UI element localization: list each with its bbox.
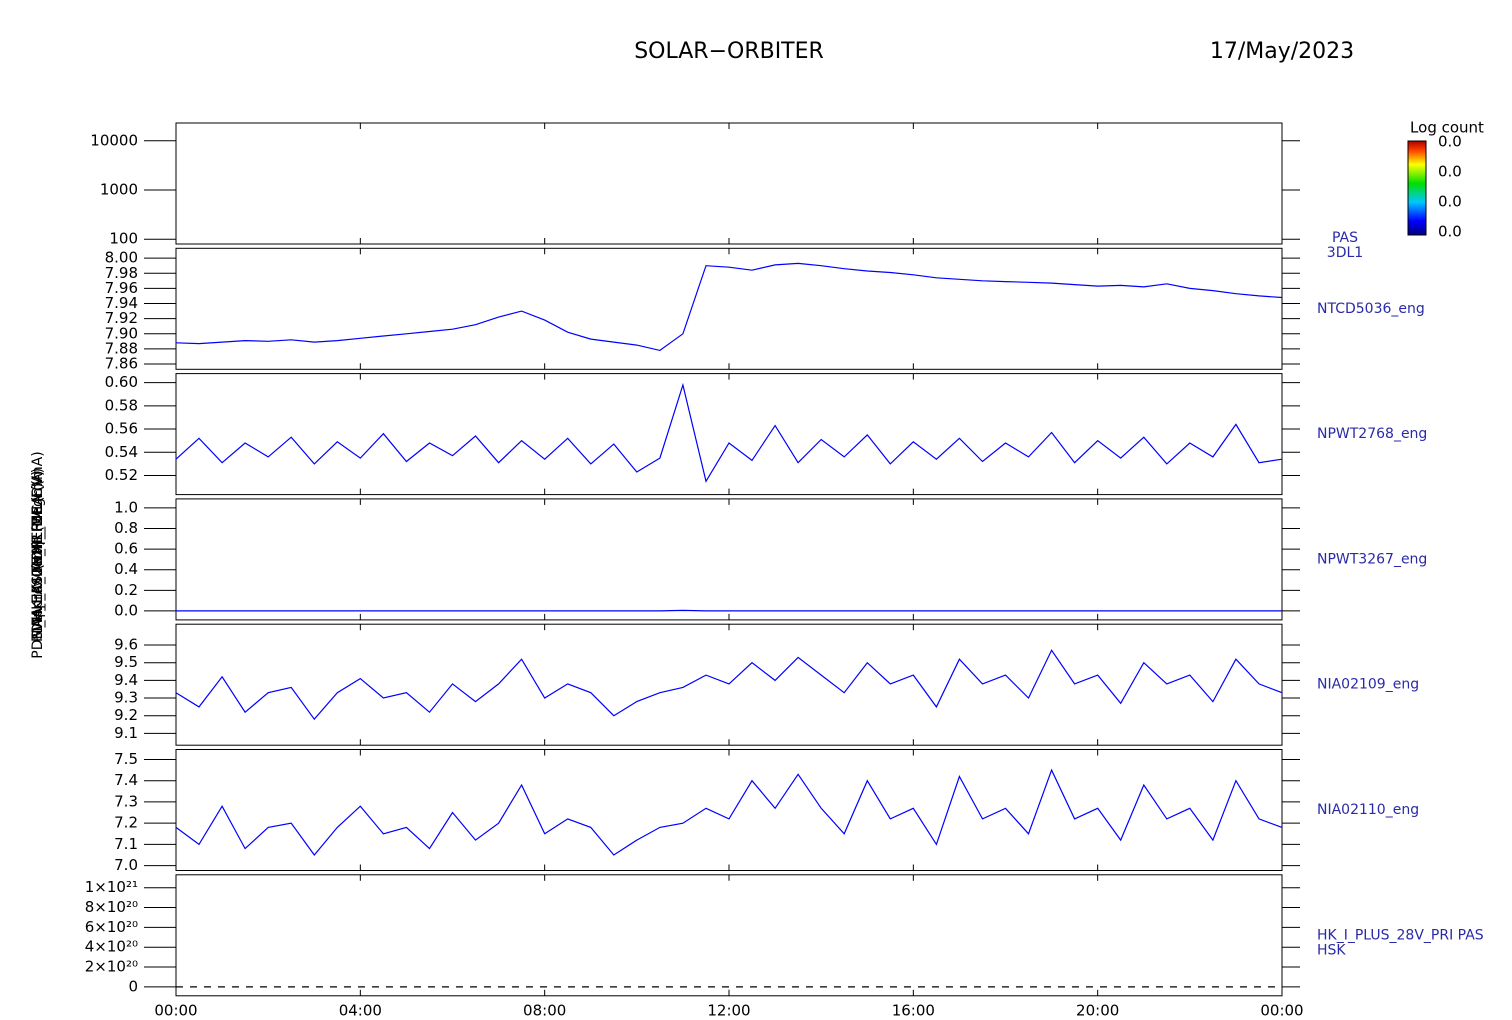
panel-frame: [175, 247, 1283, 370]
y-axis-label: SWA-EAS2 THR_MCA (V): [30, 470, 46, 639]
colorbar-label: Log count: [1410, 119, 1484, 137]
y-tick-label: 0.0: [114, 601, 138, 619]
side-label: NPWT3267_eng: [1317, 551, 1427, 567]
y-tick-label: 1.0: [114, 498, 138, 516]
data-line: [175, 382, 1283, 483]
y-tick-label: 0.56: [105, 420, 138, 438]
colorbar-tick: 0.0: [1438, 163, 1462, 181]
panel-frame: [175, 498, 1283, 621]
panel-frame: [175, 623, 1283, 746]
colorbar-tick: 0.0: [1438, 193, 1462, 211]
side-label: NPWT2768_eng: [1317, 426, 1427, 442]
y-tick-label: 100: [109, 230, 138, 248]
y-tick-label: 9.4: [114, 671, 138, 689]
y-tick-label: 8.00: [105, 249, 138, 267]
y-tick-label: 9.6: [114, 636, 138, 654]
y-tick-label: 9.2: [114, 706, 138, 724]
x-tick-label: 20:00: [1076, 1001, 1119, 1019]
data-line: [175, 768, 1283, 856]
y-tick-label: 0.6: [114, 540, 138, 558]
y-tick-label: 2×10²⁰: [85, 958, 138, 976]
y-tick-label: 7.98: [105, 264, 138, 282]
y-tick-label: 0.60: [105, 373, 138, 391]
y-tick-label: 0.2: [114, 581, 138, 599]
y-tick-label: 1000: [100, 181, 138, 199]
y-axis-label: (nA): [30, 540, 46, 569]
y-axis-label: Approx Temp (DegC): [30, 483, 46, 627]
x-tick-label: 00:00: [1260, 1001, 1303, 1019]
y-tick-label: 7.94: [105, 294, 138, 312]
y-axis-label: PDM_HK_IMON_FEE (mA): [30, 468, 46, 642]
y-tick-label: 7.5: [114, 750, 138, 768]
x-tick-label: 08:00: [523, 1001, 566, 1019]
y-tick-label: 7.4: [114, 771, 138, 789]
side-label: NIA02110_eng: [1317, 802, 1419, 818]
x-tick-label: 00:00: [154, 1001, 197, 1019]
colorbar-tick: 0.0: [1438, 133, 1462, 151]
y-tick-label: 7.3: [114, 792, 138, 810]
y-tick-label: 6×10²⁰: [85, 918, 138, 936]
side-label: HK_I_PLUS_28V_PRI PAS: [1317, 927, 1484, 943]
data-line: [176, 609, 1282, 612]
y-tick-label: 7.88: [105, 339, 138, 357]
side-label: 3DL1: [1327, 245, 1363, 261]
y-tick-label: 4×10²⁰: [85, 938, 138, 956]
y-tick-label: 7.86: [105, 355, 138, 373]
y-tick-label: 10000: [90, 131, 138, 149]
side-label: NIA02109_eng: [1317, 677, 1419, 693]
y-tick-label: 7.90: [105, 324, 138, 342]
y-tick-label: 8×10²⁰: [85, 898, 138, 916]
y-tick-label: 0.54: [105, 443, 138, 461]
data-line: [175, 649, 1283, 721]
y-tick-label: 9.1: [114, 724, 138, 742]
y-tick-label: 7.92: [105, 309, 138, 327]
y-tick-label: 7.1: [114, 835, 138, 853]
data-line: [175, 262, 1283, 352]
x-tick-label: 04:00: [339, 1001, 382, 1019]
side-label: PAS: [1332, 230, 1358, 246]
y-tick-label: 0.4: [114, 560, 138, 578]
date: 17/May/2023: [1210, 39, 1354, 64]
y-tick-label: 7.96: [105, 279, 138, 297]
panel-frame: [175, 749, 1283, 871]
panel-frame: [175, 373, 1283, 496]
y-tick-label: 9.3: [114, 689, 138, 707]
y-axis-label: SWA-EAS1 THR_MCA (V): [30, 470, 46, 639]
colorbar-tick: 0.0: [1438, 223, 1462, 241]
y-tick-label: 0.52: [105, 466, 138, 484]
y-tick-label: 0.58: [105, 396, 138, 414]
x-tick-label: 12:00: [707, 1001, 750, 1019]
panel-frame: [175, 874, 1283, 997]
y-tick-label: 0: [128, 977, 138, 995]
x-tick-label: 16:00: [892, 1001, 935, 1019]
side-label: NTCD5036_eng: [1317, 301, 1425, 317]
panel-frame: [175, 122, 1283, 245]
y-tick-label: 1×10²¹: [85, 878, 138, 896]
y-axis-label: PDM_HK_IMON_PERMLIF (mA): [30, 451, 46, 658]
y-tick-label: 7.0: [114, 856, 138, 874]
y-tick-label: 7.2: [114, 814, 138, 832]
side-label: HSK: [1317, 942, 1346, 958]
colorbar: [1407, 140, 1427, 236]
y-tick-label: 9.5: [114, 653, 138, 671]
y-axis-label: (eV): [30, 540, 46, 569]
chart-title: SOLAR−ORBITER: [634, 39, 824, 64]
y-tick-label: 0.8: [114, 519, 138, 537]
